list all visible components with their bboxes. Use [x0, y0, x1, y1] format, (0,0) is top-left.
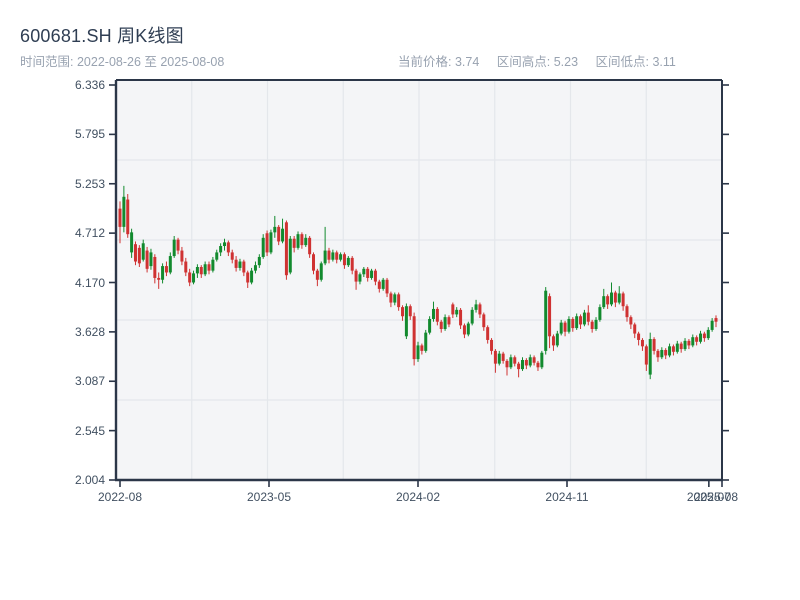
x-tick-label: 2025-07 — [686, 490, 731, 504]
axis-tick-marks — [109, 84, 729, 487]
time-range-text: 时间范围: 2022-08-26 至 2025-08-08 — [20, 51, 224, 70]
y-tick-label: 3.087 — [74, 374, 105, 389]
x-tick-label: 2024-11 — [545, 490, 589, 504]
x-tick-label: 2024-02 — [395, 490, 441, 504]
current-price-text: 当前价格: 3.74 — [398, 55, 480, 69]
y-tick-label: 4.170 — [74, 275, 105, 290]
y-tick-label: 2.004 — [74, 473, 105, 487]
y-tick-label: 2.545 — [74, 423, 105, 438]
y-tick-label: 6.336 — [74, 78, 105, 92]
x-tick-label: 2025-08 — [693, 490, 739, 504]
candles — [118, 185, 718, 380]
range-high-text: 区间高点: 5.23 — [496, 55, 579, 69]
price-summary: 当前价格: 3.74 区间高点: 5.23 区间低点: 3.11 — [398, 51, 690, 70]
page-title: 600681.SH 周K线图 — [20, 26, 184, 46]
grid-lines — [116, 80, 722, 480]
x-tick-label: 2023-05 — [246, 490, 292, 504]
y-tick-label: 4.712 — [74, 226, 105, 241]
range-low-text: 区间低点: 3.11 — [595, 55, 676, 69]
x-tick-label: 2022-08 — [97, 490, 143, 504]
time-range-label: 时间范围: — [20, 55, 74, 69]
axis-spines — [114, 79, 723, 482]
time-range-value: 2022-08-26 至 2025-08-08 — [76, 55, 225, 69]
y-tick-label: 5.795 — [74, 127, 105, 142]
y-tick-label: 3.628 — [74, 324, 105, 339]
y-tick-label: 5.253 — [74, 176, 105, 191]
